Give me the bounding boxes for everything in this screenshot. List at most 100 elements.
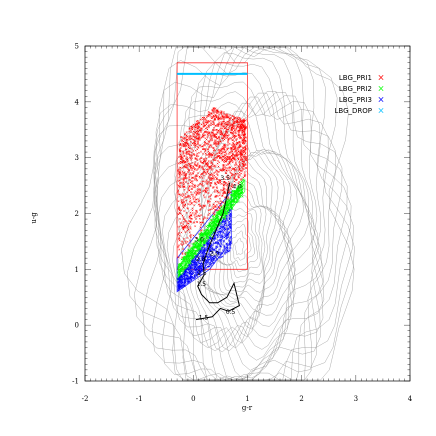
lbg-pri1-point — [216, 118, 219, 121]
lbg-pri1-point — [224, 123, 227, 126]
lbg-pri1-point — [226, 114, 229, 117]
lbg-pri1-point — [191, 182, 194, 185]
lbg-pri1-point — [210, 135, 213, 138]
lbg-pri1-point — [216, 162, 219, 165]
lbg-pri1-point — [181, 158, 184, 161]
lbg-pri1-point — [204, 180, 207, 183]
lbg-pri1-point — [180, 231, 183, 234]
lbg-pri1-point — [197, 137, 200, 140]
lbg-pri1-point — [213, 129, 216, 132]
lbg-pri1-point — [177, 176, 180, 179]
lbg-pri1-point — [205, 153, 208, 156]
lbg-pri1-point — [205, 173, 208, 176]
lbg-pri1-point — [235, 154, 238, 157]
lbg-pri1-point — [201, 206, 204, 209]
lbg-pri1-point — [224, 181, 227, 184]
lbg-pri1-point — [243, 118, 246, 121]
lbg-pri1-point — [214, 183, 217, 185]
lbg-pri1-point — [216, 187, 219, 190]
lbg-pri1-point — [184, 192, 187, 195]
lbg-pri1-point — [188, 163, 191, 166]
lbg-pri1-point — [229, 116, 232, 119]
lbg-pri1-point — [188, 147, 191, 150]
lbg-pri1-point — [221, 145, 224, 148]
lbg-pri1-point — [224, 136, 227, 139]
lbg-pri1-point — [199, 191, 202, 194]
lbg-pri1-point — [196, 192, 199, 195]
lbg-pri1-point — [233, 117, 236, 120]
lbg-pri1-point — [177, 200, 180, 203]
lbg-pri1-point — [177, 190, 180, 193]
lbg-pri1-point — [200, 129, 203, 132]
lbg-pri1-point — [187, 182, 190, 185]
lbg-pri1-point — [222, 201, 225, 204]
lbg-pri1-point — [190, 137, 193, 140]
lbg-pri1-point — [236, 125, 239, 128]
contour-line — [231, 230, 248, 261]
lbg-pri1-point — [236, 116, 239, 119]
lbg-pri1-point — [233, 115, 236, 118]
lbg-pri1-point — [190, 177, 193, 179]
lbg-pri1-point — [189, 197, 192, 200]
lbg-pri1-point — [226, 130, 228, 133]
lbg-pri1-point — [199, 127, 202, 130]
lbg-pri1-point — [192, 130, 195, 133]
lbg-pri1-point — [243, 149, 246, 152]
lbg-pri1-point — [241, 153, 244, 156]
contour-line — [182, 131, 296, 349]
contour-line — [204, 165, 282, 312]
lbg-pri1-point — [227, 180, 230, 183]
lbg-pri1-point — [220, 156, 223, 159]
lbg-pri1-point — [216, 194, 219, 197]
lbg-pri1-point — [179, 182, 182, 185]
lbg-pri1-point — [191, 207, 194, 210]
lbg-pri1-point — [215, 156, 218, 159]
y-tick-label: 5 — [75, 43, 79, 51]
lbg-pri1-point — [178, 239, 181, 242]
lbg-pri1-point — [196, 185, 199, 188]
lbg-pri1-point — [222, 183, 225, 186]
lbg-pri1-point — [237, 146, 240, 149]
lbg-pri1-point — [226, 140, 229, 143]
lbg-pri1-point — [229, 177, 232, 180]
lbg-pri1-point — [186, 221, 188, 224]
lbg-pri1-point — [194, 225, 197, 228]
lbg-pri1-point — [191, 154, 194, 157]
lbg-pri1-point — [185, 191, 188, 194]
lbg-pri1-point — [186, 207, 189, 210]
lbg-pri1-point — [235, 168, 238, 171]
lbg-pri1-point — [234, 178, 237, 181]
lbg-pri1-point — [201, 182, 204, 185]
lbg-pri1-point — [221, 159, 224, 162]
lbg-pri1-point — [218, 156, 221, 159]
lbg-pri1-point — [199, 189, 202, 192]
lbg-pri1-point — [220, 150, 223, 153]
y-tick-label: 0 — [75, 322, 79, 330]
lbg-pri1-point — [194, 157, 197, 160]
lbg-pri1-point — [237, 150, 240, 153]
lbg-pri1-point — [189, 214, 192, 217]
lbg-pri1-point — [222, 137, 225, 140]
lbg-pri1-point — [193, 184, 196, 187]
lbg-pri1-point — [228, 161, 231, 164]
lbg-pri1-point — [226, 128, 229, 131]
contour-line — [166, 92, 324, 381]
lbg-pri1-point — [200, 175, 203, 178]
lbg-pri1-point — [206, 189, 209, 192]
lbg-pri1-point — [188, 215, 191, 218]
lbg-pri1-point — [212, 114, 215, 117]
lbg-pri1-point — [228, 151, 231, 154]
lbg-pri1-point — [216, 159, 219, 162]
lbg-pri1-point — [206, 161, 209, 164]
lbg-pri1-point — [177, 168, 180, 171]
lbg-pri1-point — [242, 156, 245, 158]
lbg-pri1-point — [178, 238, 181, 241]
lbg-pri1-point — [191, 193, 194, 196]
lbg-pri1-point — [205, 162, 208, 165]
lbg-pri1-point — [222, 117, 225, 120]
lbg-pri1-point — [238, 126, 241, 129]
lbg-pri1-point — [213, 181, 216, 184]
contour-line — [174, 92, 319, 371]
lbg-pri1-point — [223, 161, 226, 164]
lbg-pri1-point — [216, 137, 219, 140]
